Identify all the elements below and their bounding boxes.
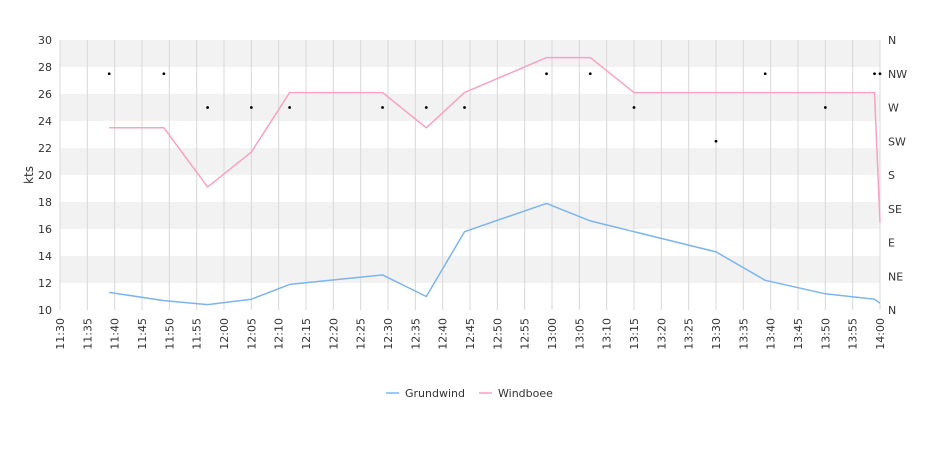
direction-marker [107, 72, 111, 76]
x-tick-label: 11:40 [109, 318, 122, 350]
x-tick-label: 12:10 [273, 318, 286, 350]
direction-marker [823, 106, 827, 109]
direction-marker [878, 72, 882, 76]
direction-marker [206, 106, 210, 109]
direction-tick-label: E [888, 237, 895, 250]
x-tick-label: 12:00 [218, 318, 231, 350]
direction-tick-label: S [888, 169, 895, 182]
x-tick-label: 13:05 [573, 318, 586, 350]
direction-tick-label: NE [888, 270, 903, 283]
y-tick-label: 26 [38, 88, 52, 101]
x-tick-label: 13:45 [792, 318, 805, 350]
x-tick-label: 12:50 [491, 318, 504, 350]
direction-marker [424, 106, 428, 109]
y-tick-label: 18 [38, 196, 52, 209]
y-tick-label: 10 [38, 304, 52, 317]
direction-marker [714, 139, 718, 143]
x-tick-label: 12:15 [300, 318, 313, 350]
direction-marker [588, 72, 592, 76]
x-tick-label: 11:55 [191, 318, 204, 350]
x-tick-label: 11:30 [54, 318, 67, 350]
legend-item-windboee[interactable]: Windboee [498, 387, 553, 400]
direction-marker [632, 106, 636, 109]
direction-marker [288, 106, 291, 109]
direction-tick-label: N [888, 34, 896, 47]
legend-item-grundwind[interactable]: Grundwind [405, 387, 465, 400]
x-tick-label: 13:20 [655, 318, 668, 350]
y-tick-label: 20 [38, 169, 52, 182]
direction-tick-label: SE [888, 203, 902, 216]
x-tick-label: 12:20 [327, 318, 340, 350]
y-tick-label: 14 [38, 250, 52, 263]
y-tick-label: 28 [38, 61, 52, 74]
series-line-grundwind [109, 202, 881, 306]
y-tick-label: 22 [38, 142, 52, 155]
x-tick-label: 12:45 [464, 318, 477, 350]
x-tick-label: 12:40 [437, 318, 450, 350]
x-tick-label: 13:15 [628, 318, 641, 350]
y-tick-label: 12 [38, 277, 52, 290]
y-tick-label: 16 [38, 223, 52, 236]
x-tick-label: 11:50 [163, 318, 176, 350]
direction-marker [162, 72, 166, 76]
x-tick-label: 12:55 [519, 318, 532, 350]
direction-marker [763, 72, 767, 76]
x-tick-label: 12:05 [245, 318, 258, 350]
y-tick-label: 30 [38, 34, 52, 47]
direction-marker [381, 106, 384, 109]
direction-marker [545, 72, 548, 76]
x-tick-label: 13:55 [847, 318, 860, 350]
direction-tick-label: NW [888, 68, 907, 81]
x-tick-label: 11:45 [136, 318, 149, 350]
x-tick-label: 13:25 [683, 318, 696, 350]
x-tick-label: 13:00 [546, 318, 559, 350]
direction-tick-label: SW [888, 135, 906, 148]
x-tick-label: 13:10 [601, 318, 614, 350]
x-tick-label: 12:30 [382, 318, 395, 350]
x-tick-label: 12:35 [409, 318, 422, 350]
y-tick-label: 24 [38, 115, 52, 128]
x-tick-label: 13:35 [737, 318, 750, 350]
x-tick-label: 11:35 [81, 318, 94, 350]
direction-tick-label: W [888, 102, 899, 115]
direction-marker [873, 72, 876, 76]
x-tick-label: 13:30 [710, 318, 723, 350]
direction-marker [463, 106, 466, 109]
series-line-windboee [109, 56, 881, 223]
x-tick-label: 14:00 [874, 318, 887, 350]
x-tick-label: 12:25 [355, 318, 368, 350]
x-tick-label: 13:40 [765, 318, 778, 350]
y-axis-title: kts [22, 166, 36, 184]
direction-marker [249, 106, 253, 109]
direction-tick-label: N [888, 304, 896, 317]
x-tick-label: 13:50 [819, 318, 832, 350]
